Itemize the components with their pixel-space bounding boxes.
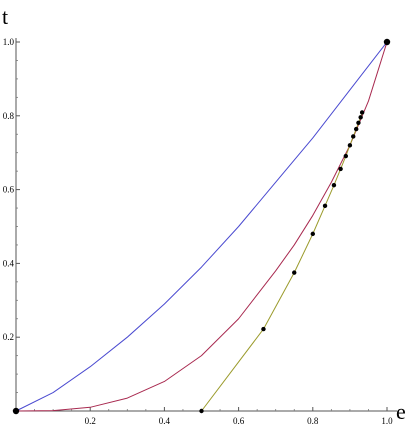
series-layer [15,41,388,412]
series-3-point [347,143,353,148]
series-3-point [354,126,359,132]
y-tick-label: 1.0 [3,37,15,47]
axes [15,38,397,412]
series-3-point [359,110,365,115]
endpoint-marker [12,407,20,415]
series-3-point [351,134,356,139]
series-3-point [331,182,337,188]
series-3-point [343,153,349,159]
endpoint-marker [383,38,391,46]
x-tick-label: 1.0 [381,416,393,426]
x-tick-label: 0.8 [307,416,319,426]
y-tick-label: 0.8 [3,111,15,121]
series-3-point [310,231,315,237]
series-3-point [322,203,328,209]
y-axis-label: t [2,4,8,29]
series-3-point [292,270,297,275]
y-tick-label: 0.6 [3,185,15,195]
series-3-point [358,115,363,120]
x-tick-label: 0.6 [233,416,245,426]
markers-layer [12,38,391,415]
y-tick-label: 0.2 [3,332,14,342]
series-3-point [261,326,266,332]
x-axis-label: e [396,399,406,424]
y-tick-label: 0.4 [3,258,15,268]
series-3-point [338,166,343,172]
x-tick-label: 0.2 [85,416,96,426]
series-2-line [15,41,388,412]
x-tick-label: 0.4 [159,416,171,426]
series-3-point [356,120,361,126]
ticks: 0.2 0.4 0.6 0.8 1.0 0.2 0.4 0.6 0.8 1.0 [3,37,393,426]
series-3-point [199,408,204,414]
series-1-line [15,41,388,412]
